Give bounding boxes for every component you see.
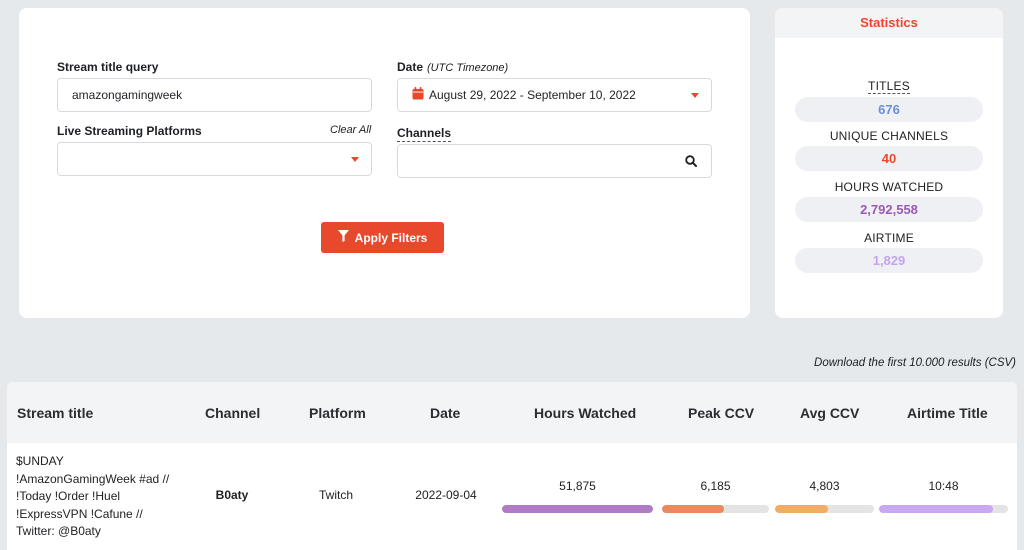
stat-label[interactable]: TITLES [868,79,910,94]
avg-ccv-bar-fill [775,505,829,513]
apply-filters-button[interactable]: Apply Filters [321,222,444,253]
airtime-bar [879,505,1008,513]
column-header-channel[interactable]: Channel [205,405,261,421]
clear-all-link[interactable]: Clear All [330,124,372,136]
stat-label: HOURS WATCHED [834,180,944,194]
date-label: Date (UTC Timezone) [397,60,508,74]
date-cell: 2022-09-04 [415,488,477,502]
platforms-select[interactable] [57,142,372,176]
peak-ccv-cell: 6,185 [700,479,731,493]
platforms-label: Live Streaming Platforms [57,124,202,138]
search-icon[interactable] [685,155,697,170]
download-csv-link[interactable]: Download the first 10.000 results (CSV) [814,357,1016,369]
stream-title-input[interactable]: amazongamingweek [57,78,372,112]
column-header-airtime-title[interactable]: Airtime Title [907,405,988,421]
platform-cell: Twitch [318,488,353,502]
calendar-icon [412,87,424,103]
filter-panel: Stream title query amazongamingweek Date… [19,8,750,318]
hours-watched-bar-fill [502,505,653,513]
channels-search-input[interactable] [397,144,712,178]
peak-ccv-bar-fill [662,505,725,513]
date-label-text: Date [397,60,424,74]
column-header-stream-title[interactable]: Stream title [17,405,94,421]
stream-title-cell: $UNDAY !AmazonGamingWeek #ad // !Today !… [16,454,170,538]
stat-airtime: AIRTIME 1,829 [775,231,1003,273]
stream-title-label: Stream title query [57,60,159,74]
statistics-title: Statistics [775,8,1003,38]
channels-label: Channels [397,126,452,142]
airtime-cell: 10:48 [928,479,959,493]
stat-value: 676 [795,97,983,122]
channel-cell[interactable]: B0aty [215,488,249,502]
stat-value: 40 [795,146,983,171]
stream-title-value: amazongamingweek [72,88,183,102]
results-table: Stream title Channel Platform Date Hours… [7,382,1017,550]
column-header-avg-ccv[interactable]: Avg CCV [800,405,860,421]
stat-value: 1,829 [795,248,983,273]
chevron-down-icon [691,93,699,98]
hours-watched-bar [502,505,653,513]
stat-label: AIRTIME [864,231,914,245]
peak-ccv-bar [662,505,769,513]
stat-titles: TITLES 676 [775,77,1003,122]
filter-icon [337,230,349,245]
stat-unique-channels: UNIQUE CHANNELS 40 [775,129,1003,171]
channels-label-text: Channels [397,126,452,142]
chevron-down-icon [351,157,359,162]
apply-filters-label: Apply Filters [354,230,428,245]
column-header-peak-ccv[interactable]: Peak CCV [688,405,755,421]
hours-watched-cell: 51,875 [559,479,596,493]
avg-ccv-cell: 4,803 [809,479,840,493]
statistics-panel: Statistics TITLES 676 UNIQUE CHANNELS 40… [775,8,1003,318]
date-range-value: August 29, 2022 - September 10, 2022 [429,88,636,102]
column-header-date[interactable]: Date [430,405,461,421]
stat-value: 2,792,558 [795,197,983,222]
stat-label: UNIQUE CHANNELS [829,129,949,143]
table-row[interactable]: $UNDAY !AmazonGamingWeek #ad // !Today !… [7,443,1017,550]
table-header: Stream title Channel Platform Date Hours… [7,382,1017,443]
date-timezone-note: (UTC Timezone) [427,62,509,74]
stat-hours-watched: HOURS WATCHED 2,792,558 [775,180,1003,222]
avg-ccv-bar [775,505,874,513]
date-range-picker[interactable]: August 29, 2022 - September 10, 2022 [397,78,712,112]
column-header-platform[interactable]: Platform [309,405,366,421]
column-header-hours-watched[interactable]: Hours Watched [534,405,637,421]
airtime-bar-fill [879,505,993,513]
